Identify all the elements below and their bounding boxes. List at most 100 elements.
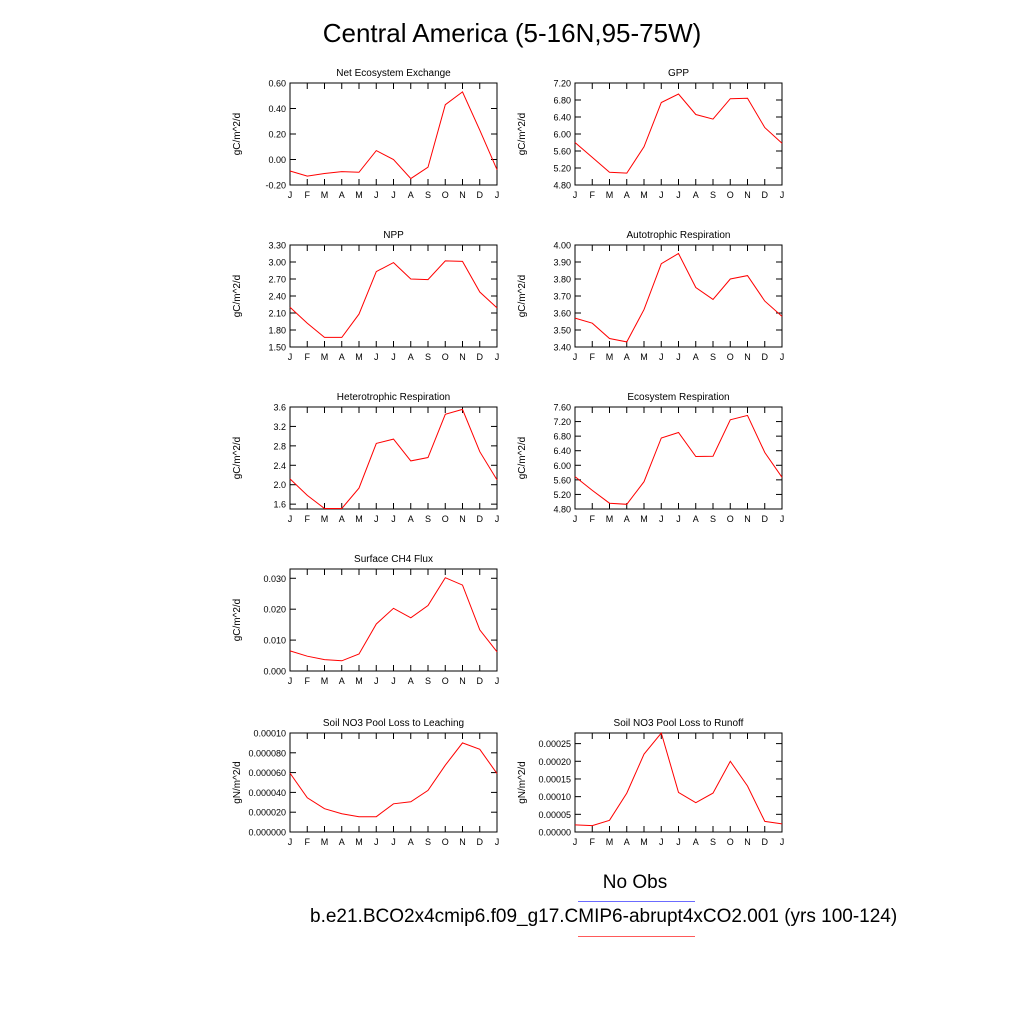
panel-title: Soil NO3 Pool Loss to Runoff <box>614 718 744 729</box>
x-tick-label: S <box>710 190 716 200</box>
x-tick-label: J <box>780 190 785 200</box>
x-tick-label: S <box>425 352 431 362</box>
x-tick-label: N <box>459 676 466 686</box>
series-line <box>574 414 783 505</box>
plot-frame <box>289 406 498 510</box>
plot-frame <box>289 82 498 186</box>
panel-9: Soil NO3 Pool Loss to Runoff gN/m^2/d 0.00… <box>517 718 784 847</box>
x-tick-label: J <box>495 190 500 200</box>
x-tick-label: J <box>288 837 293 847</box>
x-tick-label: N <box>744 837 751 847</box>
panel-title: NPP <box>383 230 404 241</box>
y-axis-label: gC/m^2/d <box>517 275 528 318</box>
plot-frame <box>289 568 498 672</box>
x-tick-label: J <box>391 676 396 686</box>
legend-model-line <box>578 936 695 937</box>
x-tick-label: J <box>495 676 500 686</box>
y-tick-label: 3.30 <box>268 241 286 251</box>
x-tick-label: J <box>288 352 293 362</box>
y-tick-label: 0.000060 <box>248 768 286 778</box>
y-tick-label: 6.00 <box>553 461 571 471</box>
x-tick-label: M <box>321 352 329 362</box>
y-tick-label: 1.80 <box>268 326 286 336</box>
y-tick-label: 0.020 <box>263 605 286 615</box>
plot-frame <box>574 244 783 348</box>
x-tick-label: M <box>606 837 614 847</box>
y-tick-label: -0.20 <box>265 181 286 191</box>
y-axis-label: gC/m^2/d <box>232 113 243 156</box>
x-tick-label: S <box>710 352 716 362</box>
y-tick-label: 0.000000 <box>248 828 286 838</box>
plot-frame <box>574 732 783 833</box>
y-tick-label: 6.00 <box>553 130 571 140</box>
series-line <box>574 93 783 174</box>
series-line <box>574 252 783 343</box>
y-axis-label: gN/m^2/d <box>517 761 528 804</box>
x-tick-label: O <box>442 514 449 524</box>
x-tick-label: F <box>305 352 311 362</box>
x-tick-label: F <box>305 190 311 200</box>
x-tick-label: F <box>590 190 596 200</box>
x-tick-label: J <box>659 837 664 847</box>
x-tick-label: N <box>459 352 466 362</box>
x-tick-label: A <box>624 352 630 362</box>
series-line <box>289 742 498 818</box>
y-tick-label: 5.20 <box>553 490 571 500</box>
panel-title: GPP <box>668 68 689 79</box>
y-tick-label: 2.0 <box>273 480 286 490</box>
x-tick-label: M <box>355 514 363 524</box>
x-tick-label: S <box>425 676 431 686</box>
x-tick-label: A <box>693 837 699 847</box>
y-tick-label: 0.000040 <box>248 788 286 798</box>
y-tick-label: 0.00015 <box>538 774 571 784</box>
x-tick-label: J <box>288 514 293 524</box>
x-tick-label: S <box>710 837 716 847</box>
y-tick-label: 1.50 <box>268 343 286 353</box>
x-tick-label: M <box>606 190 614 200</box>
x-tick-label: A <box>624 837 630 847</box>
x-tick-label: A <box>408 676 414 686</box>
y-tick-label: 0.40 <box>268 104 286 114</box>
x-tick-label: F <box>305 676 311 686</box>
y-tick-label: 7.60 <box>553 403 571 413</box>
x-tick-label: J <box>659 190 664 200</box>
x-tick-label: J <box>676 837 681 847</box>
x-tick-label: D <box>477 837 484 847</box>
y-tick-label: 0.00025 <box>538 739 571 749</box>
x-tick-label: N <box>744 190 751 200</box>
x-tick-label: J <box>391 514 396 524</box>
page-title: Central America (5-16N,95-75W) <box>322 18 702 48</box>
x-tick-label: D <box>477 676 484 686</box>
x-tick-label: O <box>442 352 449 362</box>
y-tick-label: 0.00010 <box>253 729 286 739</box>
panel-title: Surface CH4 Flux <box>354 554 433 565</box>
y-tick-label: 0.00000 <box>538 828 571 838</box>
y-tick-label: 0.010 <box>263 636 286 646</box>
panel-title: Autotrophic Respiration <box>627 230 731 241</box>
x-tick-label: S <box>425 190 431 200</box>
x-tick-label: J <box>573 352 578 362</box>
panel-title: Ecosystem Respiration <box>627 392 729 403</box>
y-tick-label: 0.00010 <box>538 792 571 802</box>
x-tick-label: J <box>780 837 785 847</box>
x-tick-label: A <box>339 837 345 847</box>
x-tick-label: J <box>374 676 379 686</box>
series-line <box>289 260 498 338</box>
y-axis-label: gN/m^2/d <box>232 761 243 804</box>
x-tick-label: A <box>339 514 345 524</box>
series-line <box>289 408 498 509</box>
x-tick-label: J <box>676 190 681 200</box>
x-tick-label: F <box>590 514 596 524</box>
y-tick-label: 3.70 <box>553 292 571 302</box>
panel-7: Surface CH4 Flux gC/m^2/d 0.000 0.010 0.020 0… <box>232 554 499 686</box>
x-tick-label: A <box>693 190 699 200</box>
x-tick-label: A <box>408 837 414 847</box>
y-tick-label: 1.6 <box>273 500 286 510</box>
x-tick-label: J <box>495 837 500 847</box>
x-tick-label: A <box>339 190 345 200</box>
x-tick-label: J <box>780 352 785 362</box>
y-axis-label: gC/m^2/d <box>517 437 528 480</box>
y-axis-label: gC/m^2/d <box>232 275 243 318</box>
x-tick-label: N <box>744 514 751 524</box>
y-tick-label: 3.40 <box>553 343 571 353</box>
